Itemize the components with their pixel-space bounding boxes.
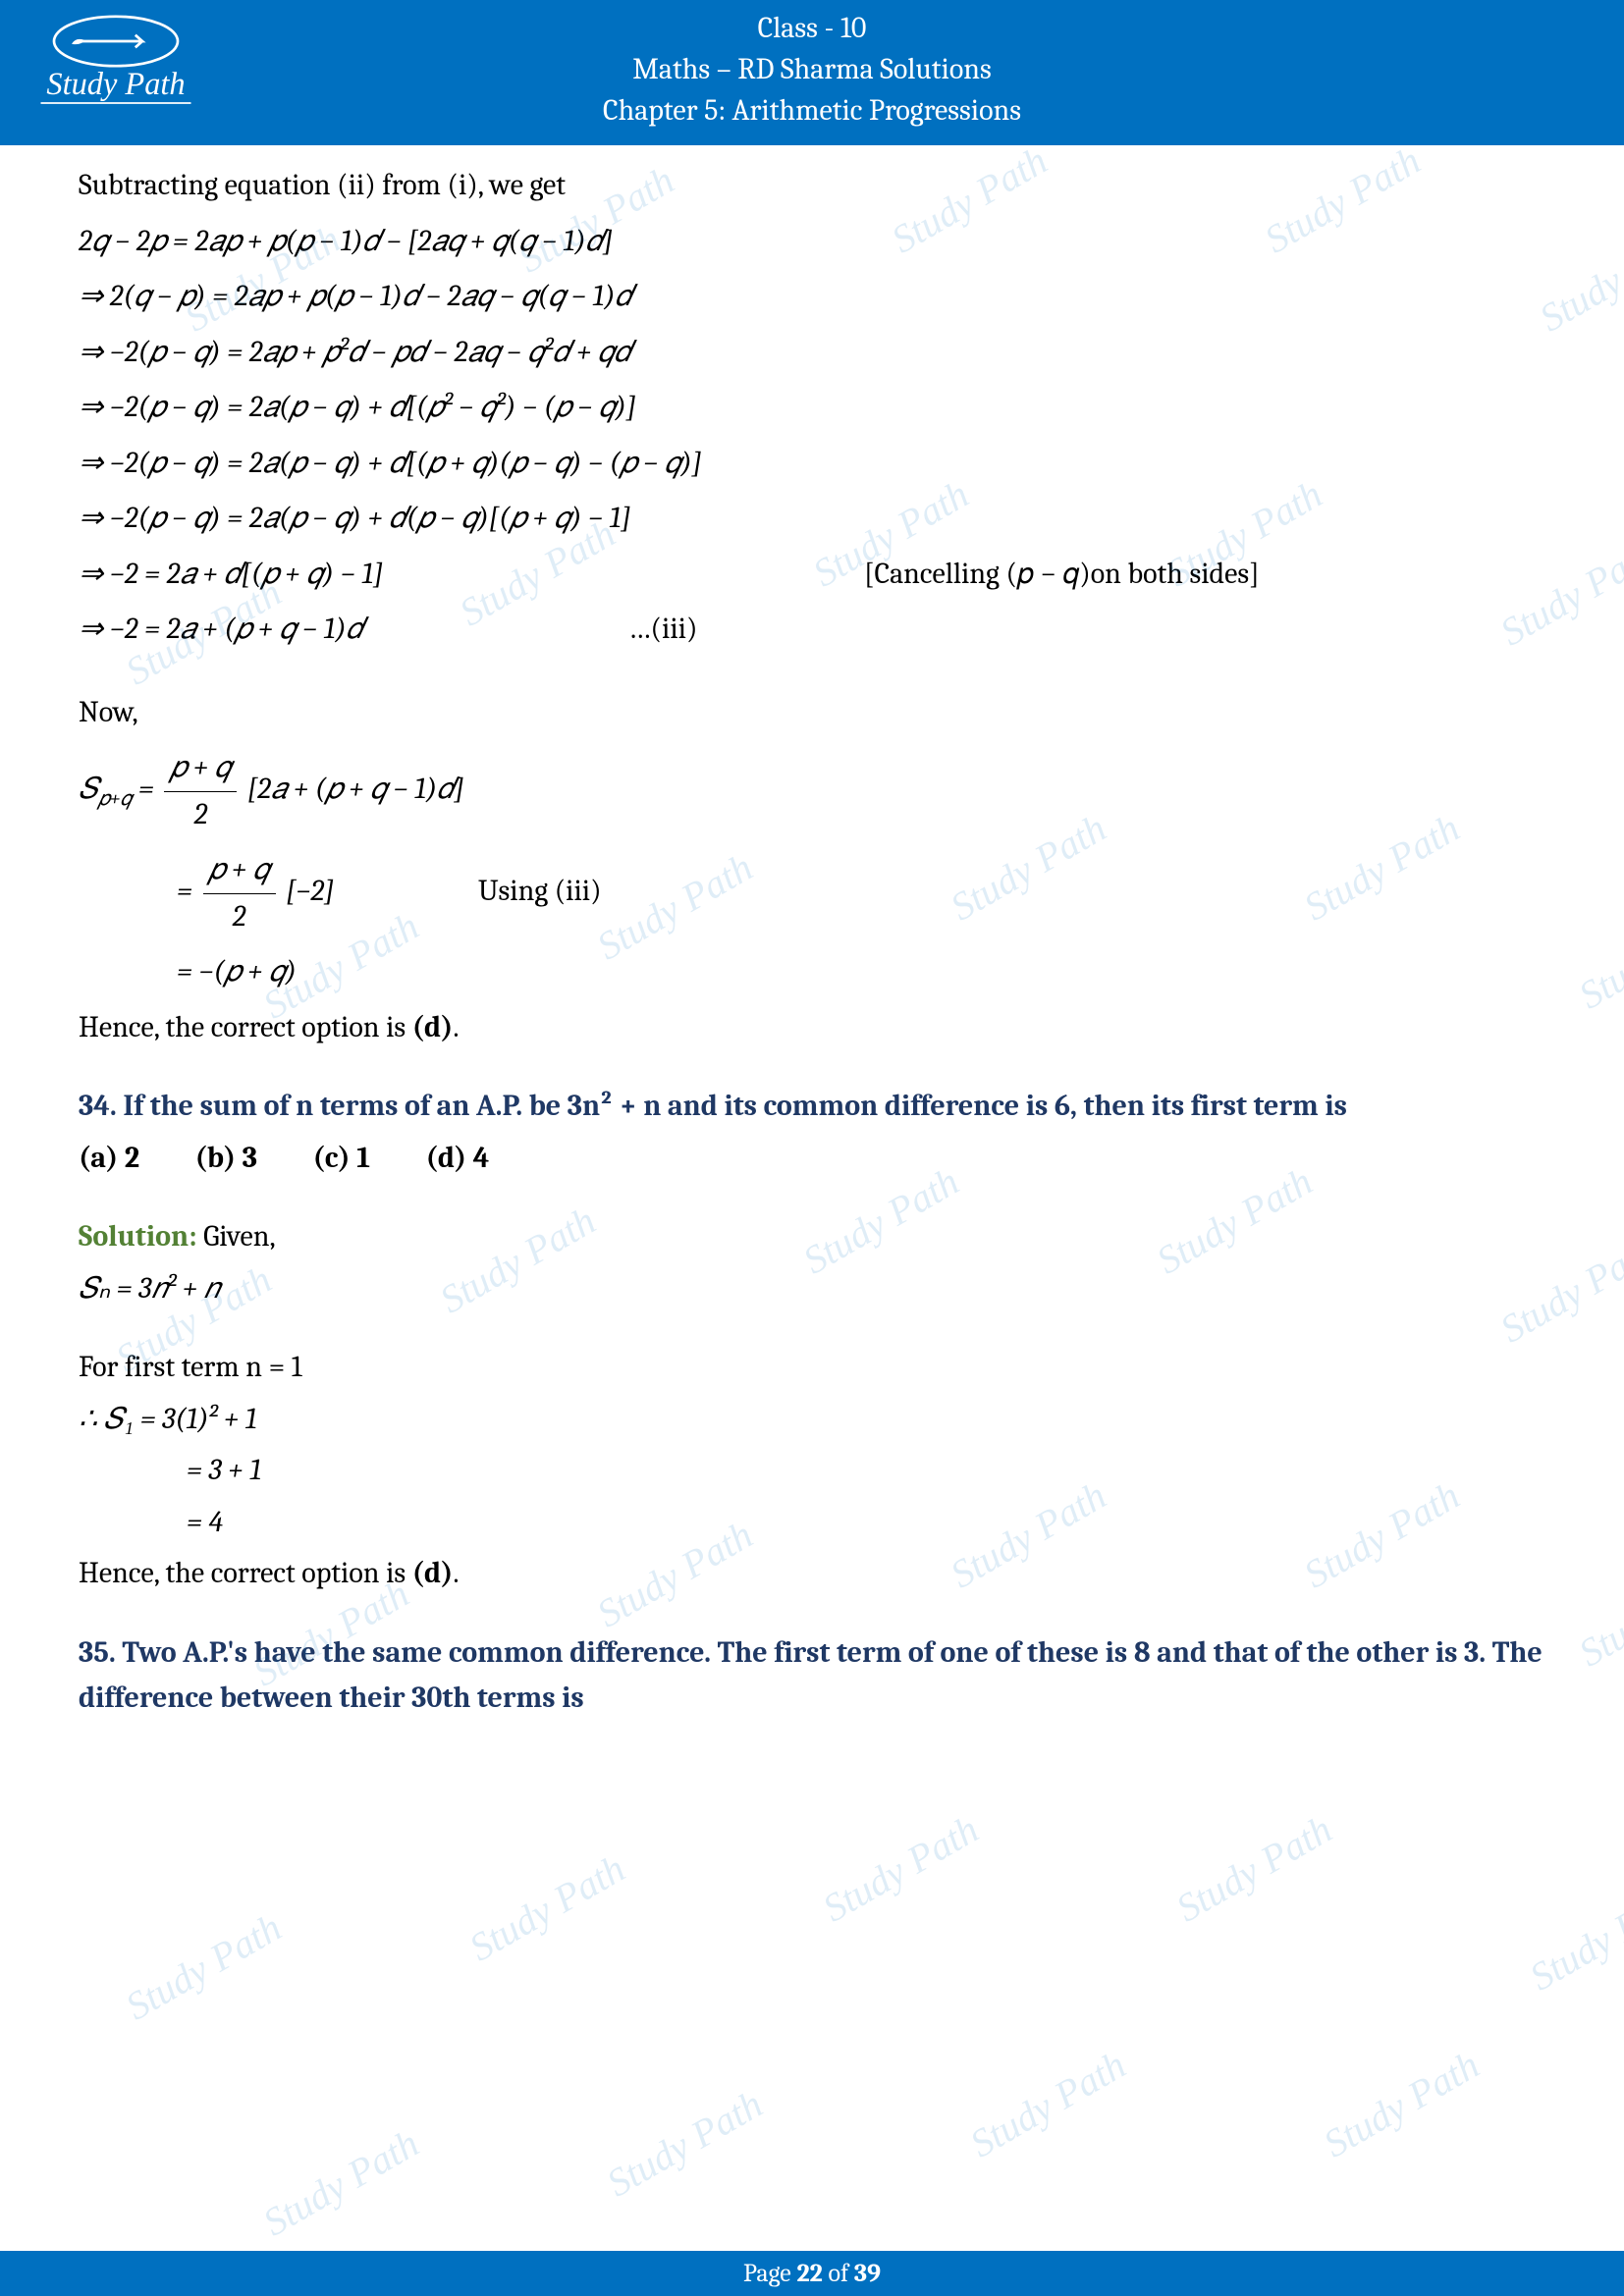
spq-sub: 𝑝+𝑞 — [98, 787, 132, 811]
conc2-opt: (d) — [412, 1556, 454, 1590]
header-chapter: Chapter 5: Arithmetic Progressions — [0, 90, 1624, 132]
spq-s: 𝑆 — [79, 772, 98, 806]
s1-line2: = 3 + 1 — [79, 1448, 1545, 1494]
equation-1: 2𝑞 − 2𝑝 = 2𝑎𝑝 + 𝑝(𝑝 − 1)𝑑 − [2𝑎𝑞 + 𝑞(𝑞 −… — [79, 219, 1545, 265]
question-35-title: 35. Two A.P.'s have the same common diff… — [79, 1630, 1545, 1722]
question-34-options: (a) 2 (b) 3 (c) 1 (d) 4 — [79, 1136, 1545, 1182]
frac-den2: 2 — [203, 894, 276, 940]
solution-34: Solution: Given, — [79, 1214, 1545, 1260]
sn-equation: 𝑆ₙ = 3𝑛² + 𝑛 — [79, 1266, 1545, 1312]
fraction-2: 𝑝 + 𝑞 2 — [203, 847, 276, 939]
svg-text:Study Path: Study Path — [46, 67, 185, 102]
fraction-1: 𝑝 + 𝑞 2 — [164, 745, 237, 837]
logo: Study Path — [27, 10, 204, 108]
spq-line2: = 𝑝 + 𝑞 2 [−2] Using (iii) — [79, 847, 1545, 939]
opt-b: (b) 3 — [195, 1136, 257, 1182]
footer-current: 22 — [796, 2259, 822, 2288]
footer-total: 39 — [854, 2259, 881, 2288]
equation-5: ⇒ −2(𝑝 − 𝑞) = 2𝑎(𝑝 − 𝑞) + 𝑑[(𝑝 + 𝑞)(𝑝 − … — [79, 441, 1545, 487]
eq7-note: [Cancelling (𝑝 − 𝑞)on both sides] — [864, 552, 1260, 598]
using-iii: Using (iii) — [478, 874, 602, 908]
s1-line1: ∴ 𝑆₁ = 3(1)² + 1 — [79, 1397, 1545, 1443]
frac-den: 2 — [164, 792, 237, 838]
page-header: Study Path Class - 10 Maths – RD Sharma … — [0, 0, 1624, 145]
equation-6: ⇒ −2(𝑝 − 𝑞) = 2𝑎(𝑝 − 𝑞) + 𝑑(𝑝 − 𝑞)[(𝑝 + … — [79, 496, 1545, 542]
header-class: Class - 10 — [0, 8, 1624, 49]
spq-line1: 𝑆𝑝+𝑞 = 𝑝 + 𝑞 2 [2𝑎 + (𝑝 + 𝑞 − 1)𝑑] — [79, 745, 1545, 837]
intro-text: Subtracting equation (ii) from (i), we g… — [79, 163, 1545, 209]
header-subject: Maths – RD Sharma Solutions — [0, 49, 1624, 90]
eq8-note: …(iii) — [628, 607, 697, 653]
opt-d: (d) 4 — [426, 1136, 490, 1182]
conc1-opt: (d) — [412, 1010, 454, 1044]
footer-mid: of — [823, 2259, 854, 2288]
conclusion-34: Hence, the correct option is (d). — [79, 1551, 1545, 1597]
equation-2: ⇒ 2(𝑞 − 𝑝) = 2𝑎𝑝 + 𝑝(𝑝 − 1)𝑑 − 2𝑎𝑞 − 𝑞(𝑞… — [79, 274, 1545, 320]
equation-4: ⇒ −2(𝑝 − 𝑞) = 2𝑎(𝑝 − 𝑞) + 𝑑[(𝑝² − 𝑞²) − … — [79, 385, 1545, 431]
page-content: Subtracting equation (ii) from (i), we g… — [0, 145, 1624, 1722]
frac-num: 𝑝 + 𝑞 — [164, 745, 237, 792]
spq-result: = −(𝑝 + 𝑞) — [79, 949, 1545, 995]
equation-8: ⇒ −2 = 2𝑎 + (𝑝 + 𝑞 − 1)𝑑 …(iii) — [79, 607, 1545, 653]
frac-num2: 𝑝 + 𝑞 — [203, 847, 276, 894]
now-text: Now, — [79, 690, 1545, 736]
solution-label: Solution: — [79, 1219, 197, 1254]
spq-bracket1: [2𝑎 + (𝑝 + 𝑞 − 1)𝑑] — [247, 772, 464, 806]
opt-c: (c) 1 — [313, 1136, 370, 1182]
opt-a: (a) 2 — [79, 1136, 139, 1182]
conc2-post: . — [453, 1556, 459, 1590]
conclusion-33: Hence, the correct option is (d). — [79, 1005, 1545, 1051]
spq-bracket2: [−2] — [286, 874, 334, 908]
conc1-post: . — [453, 1010, 459, 1044]
eq7-main: ⇒ −2 = 2𝑎 + 𝑑[(𝑝 + 𝑞) − 1] — [79, 552, 825, 598]
equation-7: ⇒ −2 = 2𝑎 + 𝑑[(𝑝 + 𝑞) − 1] [Cancelling (… — [79, 552, 1545, 598]
question-34-title: 34. If the sum of n terms of an A.P. be … — [79, 1084, 1545, 1130]
first-term-text: For first term n = 1 — [79, 1345, 1545, 1391]
given-text: Given, — [197, 1219, 276, 1254]
equation-3: ⇒ −2(𝑝 − 𝑞) = 2𝑎𝑝 + 𝑝²𝑑 − 𝑝𝑑 − 2𝑎𝑞 − 𝑞²𝑑… — [79, 330, 1545, 376]
footer-pre: Page — [743, 2259, 796, 2288]
conc1-pre: Hence, the correct option is — [79, 1010, 412, 1044]
page-footer: Page 22 of 39 — [0, 2251, 1624, 2296]
eq8-main: ⇒ −2 = 2𝑎 + (𝑝 + 𝑞 − 1)𝑑 — [79, 607, 628, 653]
conc2-pre: Hence, the correct option is — [79, 1556, 412, 1590]
s1-line3: = 4 — [79, 1500, 1545, 1546]
